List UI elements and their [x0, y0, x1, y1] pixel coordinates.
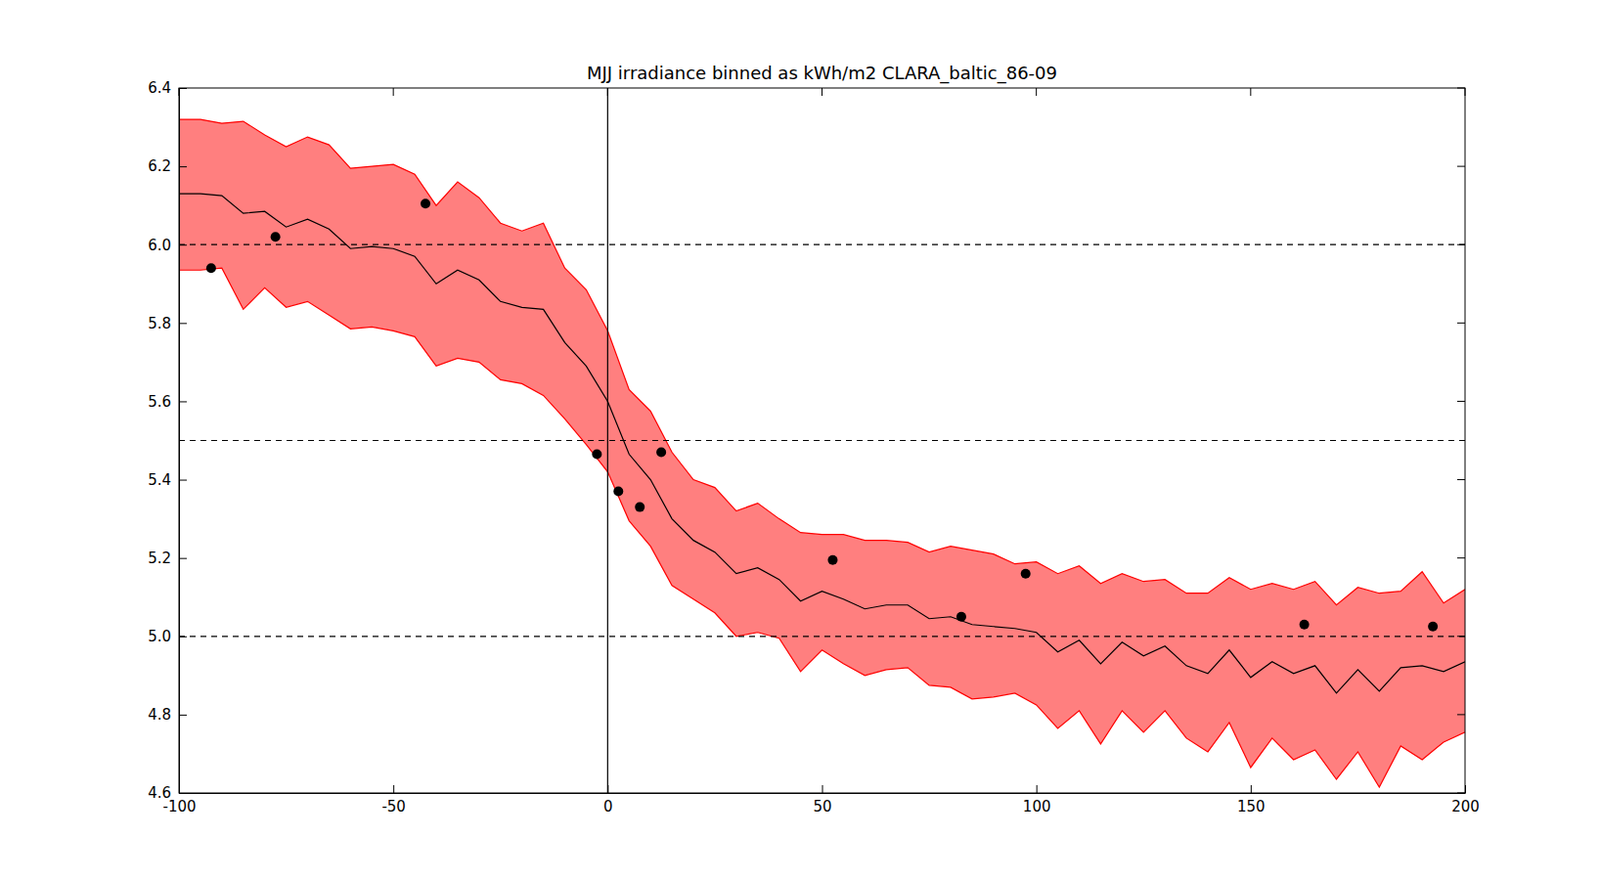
y-axis: 4.6 4.8 5.0 5.2 5.4 5.6 5.8 6.0 6.2 6.4: [147, 79, 187, 802]
tick-mark: [1457, 322, 1466, 324]
tick: 6.2: [147, 157, 187, 176]
point: [591, 449, 602, 460]
tick: 5.8: [147, 314, 187, 333]
x-axis: -100-50050100150200: [162, 785, 1479, 816]
tick: 200: [1451, 785, 1480, 816]
tick-label: 5.4: [147, 471, 172, 489]
tick-mark: [1457, 557, 1466, 559]
point: [656, 447, 667, 458]
tick-mark: [178, 88, 180, 96]
tick-mark: [821, 88, 823, 96]
tick-mark: [822, 785, 824, 794]
tick: 6.0: [147, 236, 187, 255]
mean-line: [178, 193, 1466, 694]
tick: -50: [381, 785, 406, 816]
tick-label: 100: [1022, 798, 1052, 816]
tick-mark: [1250, 785, 1252, 794]
tick-mark: [1457, 400, 1466, 402]
tick-label: 6.0: [147, 236, 172, 255]
tick-label: 5.8: [147, 314, 172, 333]
tick-mark: [178, 558, 187, 560]
tick-mark: [178, 166, 187, 168]
band-area: [178, 119, 1466, 788]
tick-mark: [393, 88, 395, 96]
tick-mark: [1457, 635, 1466, 637]
chart: -100-500501001502004.64.85.05.25.45.65.8…: [0, 0, 1600, 880]
point: [1427, 622, 1438, 632]
tick-mark: [1457, 166, 1466, 168]
point: [634, 502, 645, 513]
tick-label: 4.8: [147, 706, 172, 724]
plot: -100-500501001502004.64.85.05.25.45.65.8…: [147, 79, 1480, 815]
tick-mark: [178, 400, 187, 402]
tick-label: 150: [1237, 798, 1266, 816]
point: [420, 198, 431, 209]
tick: 4.8: [147, 706, 187, 724]
point: [827, 555, 838, 566]
tick-label: 5.6: [147, 393, 172, 411]
reference-hline: [178, 440, 1466, 442]
tick-mark: [607, 88, 609, 96]
point: [613, 487, 623, 497]
tick-mark: [1035, 88, 1037, 96]
tick-label: -50: [381, 798, 406, 816]
tick-label: 4.6: [147, 784, 172, 802]
title: MJJ irradiance binned as kWh/m2 CLARA_ba…: [586, 62, 1058, 85]
reference-vline: [607, 88, 609, 794]
tick: 5.6: [147, 393, 187, 411]
point: [956, 612, 967, 623]
tick-mark: [178, 322, 187, 324]
tick-mark: [1036, 785, 1038, 794]
tick-mark: [178, 480, 187, 482]
reference-hline: [178, 635, 1466, 637]
tick-label: 5.0: [147, 627, 172, 646]
tick-mark: [1457, 244, 1466, 246]
tick-mark: [178, 793, 187, 795]
tick: 150: [1237, 785, 1266, 816]
tick-mark: [178, 88, 187, 89]
tick-mark: [178, 714, 187, 716]
tick-label: 200: [1451, 798, 1480, 816]
tick-mark: [1465, 88, 1467, 96]
tick-label: 0: [603, 798, 614, 816]
tick-mark: [607, 785, 609, 794]
tick-label: 6.4: [147, 79, 172, 97]
tick: 50: [812, 785, 832, 816]
tick-mark: [1457, 479, 1466, 481]
axis-line: [178, 88, 180, 795]
tick: 5.4: [147, 471, 187, 489]
tick-mark: [1457, 713, 1466, 715]
band-edge: [178, 267, 1466, 788]
tick-mark: [1465, 785, 1467, 794]
marks: [178, 88, 1466, 794]
tick: 5.0: [147, 627, 187, 646]
point: [206, 263, 217, 273]
tick-mark: [178, 244, 187, 246]
plot-frame: [178, 88, 1466, 794]
tick: 4.6: [147, 784, 187, 802]
tick-mark: [1249, 88, 1251, 96]
tick-mark: [1457, 793, 1466, 795]
tick: 6.4: [147, 79, 187, 97]
tick-mark: [178, 636, 187, 638]
tick-label: 6.2: [147, 157, 172, 176]
band-edge: [178, 119, 1466, 606]
tick: 100: [1022, 785, 1052, 816]
point: [1299, 620, 1310, 630]
reference-hline: [178, 244, 1466, 246]
tick: 0: [603, 785, 614, 816]
point: [1021, 569, 1031, 579]
tick-label: 50: [812, 798, 832, 816]
point: [270, 231, 281, 242]
tick-label: 5.2: [147, 549, 172, 568]
tick-mark: [393, 785, 395, 794]
tick-mark: [1457, 88, 1466, 89]
tick: 5.2: [147, 549, 187, 568]
axis-line: [179, 793, 1467, 795]
